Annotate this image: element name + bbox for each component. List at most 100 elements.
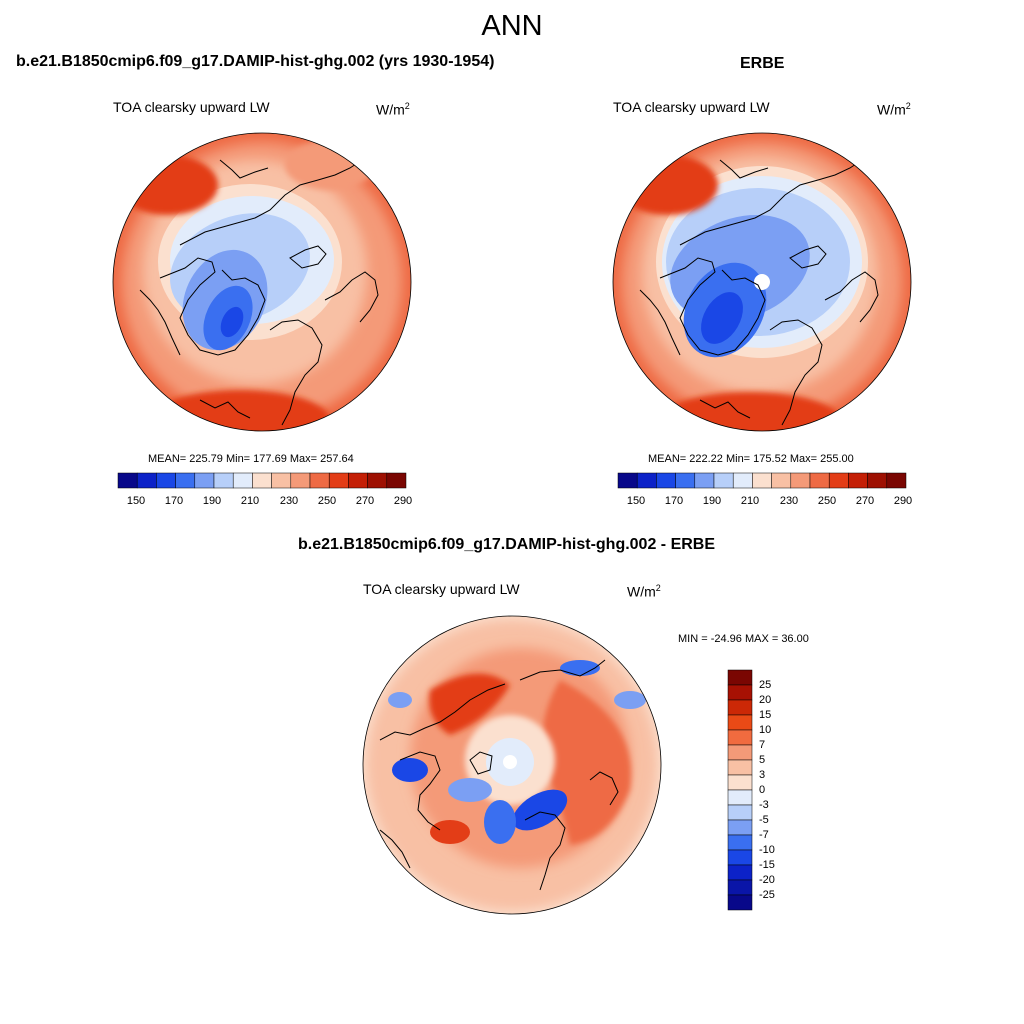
colorbar-swatch <box>727 729 753 746</box>
colorbar-swatch <box>656 472 676 489</box>
panel1-polar-map <box>112 132 412 432</box>
diff-colorbar-label: -25 <box>759 889 775 901</box>
diff-units: W/m2 <box>627 583 661 600</box>
diff-colorbar-label: 7 <box>759 739 766 751</box>
panel1-colorbar-label: 170 <box>164 495 184 507</box>
panel1-colorbar-label: 190 <box>202 495 222 507</box>
colorbar-swatch <box>252 472 272 489</box>
colorbar-swatch <box>727 699 753 716</box>
diff-colorbar-label: 3 <box>759 769 766 781</box>
colorbar-swatch <box>367 472 388 489</box>
colorbar-swatch <box>309 472 330 489</box>
colorbar-swatch <box>271 472 292 489</box>
panel2-colorbar-label: 290 <box>893 495 913 507</box>
diff-colorbar-label: -10 <box>759 844 775 856</box>
panel2-stats: MEAN= 222.22 Min= 175.52 Max= 255.00 <box>648 453 854 465</box>
colorbar-swatch <box>156 472 176 489</box>
panel2-colorbar-label: 210 <box>740 495 760 507</box>
panel2-colorbar-label: 270 <box>855 495 875 507</box>
diff-colorbar-label: -7 <box>759 829 769 841</box>
colorbar-swatch <box>290 472 311 489</box>
panel2-colorbar-label: 150 <box>626 495 646 507</box>
colorbar-swatch <box>727 879 753 896</box>
colorbar-swatch <box>828 472 849 489</box>
colorbar-swatch <box>727 669 753 686</box>
panel1-colorbar-label: 150 <box>126 495 146 507</box>
diff-polar-map <box>362 615 662 915</box>
diff-colorbar-label: -5 <box>759 814 769 826</box>
colorbar-swatch <box>694 472 715 489</box>
panel2-units: W/m2 <box>877 101 911 118</box>
diff-colorbar-labels: 25 20 15 10 7 5 3 0 -3 -5 -7 -10 -15 -20… <box>759 670 799 910</box>
colorbar-swatch <box>213 472 234 489</box>
colorbar-swatch <box>232 472 253 489</box>
colorbar-swatch <box>867 472 888 489</box>
colorbar-swatch <box>727 789 753 806</box>
panel1-case-title: b.e21.B1850cmip6.f09_g17.DAMIP-hist-ghg.… <box>16 53 495 70</box>
diff-variable-title: TOA clearsky upward LW <box>363 581 520 597</box>
panel1-stats: MEAN= 225.79 Min= 177.69 Max= 257.64 <box>148 453 354 465</box>
colorbar-swatch <box>348 472 368 489</box>
colorbar-swatch <box>136 472 157 489</box>
colorbar-swatch <box>809 472 830 489</box>
panel1-colorbar-label: 290 <box>393 495 413 507</box>
colorbar-swatch <box>752 472 772 489</box>
colorbar-swatch <box>886 472 907 489</box>
diff-colorbar-label: 0 <box>759 784 766 796</box>
diff-colorbar-label: 20 <box>759 694 772 706</box>
diff-colorbar <box>727 669 753 911</box>
colorbar-swatch <box>617 472 638 489</box>
colorbar-swatch <box>175 472 196 489</box>
colorbar-swatch <box>328 472 349 489</box>
colorbar-swatch <box>790 472 811 489</box>
panel2-variable-title: TOA clearsky upward LW <box>613 99 770 115</box>
diff-colorbar-label: -20 <box>759 874 775 886</box>
diff-colorbar-label: 5 <box>759 754 766 766</box>
panel2-colorbar-labels: 150 170 190 210 230 250 270 290 <box>618 495 912 509</box>
panel2-colorbar-label: 250 <box>817 495 837 507</box>
colorbar-swatch <box>675 472 696 489</box>
colorbar-swatch <box>727 714 753 731</box>
panel2-colorbar <box>617 472 907 489</box>
diff-colorbar-label: 10 <box>759 724 772 736</box>
diff-colorbar-label: 25 <box>759 679 772 691</box>
colorbar-swatch <box>727 894 753 911</box>
panel1-colorbar-labels: 150 170 190 210 230 250 270 290 <box>118 495 412 509</box>
colorbar-swatch <box>713 472 734 489</box>
panel2-colorbar-label: 190 <box>702 495 722 507</box>
colorbar-swatch <box>636 472 657 489</box>
colorbar-swatch <box>727 834 753 851</box>
panel1-colorbar-label: 210 <box>240 495 260 507</box>
colorbar-swatch <box>386 472 407 489</box>
colorbar-swatch <box>727 684 753 701</box>
colorbar-swatch <box>732 472 753 489</box>
colorbar-swatch <box>727 819 753 836</box>
panel1-colorbar <box>117 472 407 489</box>
panel1-colorbar-label: 230 <box>279 495 299 507</box>
panel2-polar-map <box>612 132 912 432</box>
colorbar-swatch <box>727 774 753 791</box>
diff-stats: MIN = -24.96 MAX = 36.00 <box>678 633 809 645</box>
colorbar-swatch <box>727 849 753 866</box>
diff-colorbar-label: 15 <box>759 709 772 721</box>
figure-title: ANN <box>481 10 543 42</box>
colorbar-swatch <box>117 472 138 489</box>
diff-colorbar-label: -3 <box>759 799 769 811</box>
colorbar-swatch <box>194 472 215 489</box>
colorbar-swatch <box>727 864 753 881</box>
colorbar-swatch <box>848 472 868 489</box>
colorbar-swatch <box>727 759 753 776</box>
colorbar-swatch <box>771 472 792 489</box>
diff-case-title: b.e21.B1850cmip6.f09_g17.DAMIP-hist-ghg.… <box>298 536 716 553</box>
panel1-colorbar-label: 250 <box>317 495 337 507</box>
panel2-colorbar-label: 230 <box>779 495 799 507</box>
diff-colorbar-label: -15 <box>759 859 775 871</box>
panel2-case-title: ERBE <box>740 55 785 72</box>
panel1-units: W/m2 <box>376 101 410 118</box>
colorbar-swatch <box>727 804 753 821</box>
panel2-colorbar-label: 170 <box>664 495 684 507</box>
panel1-variable-title: TOA clearsky upward LW <box>113 99 270 115</box>
colorbar-swatch <box>727 744 753 761</box>
